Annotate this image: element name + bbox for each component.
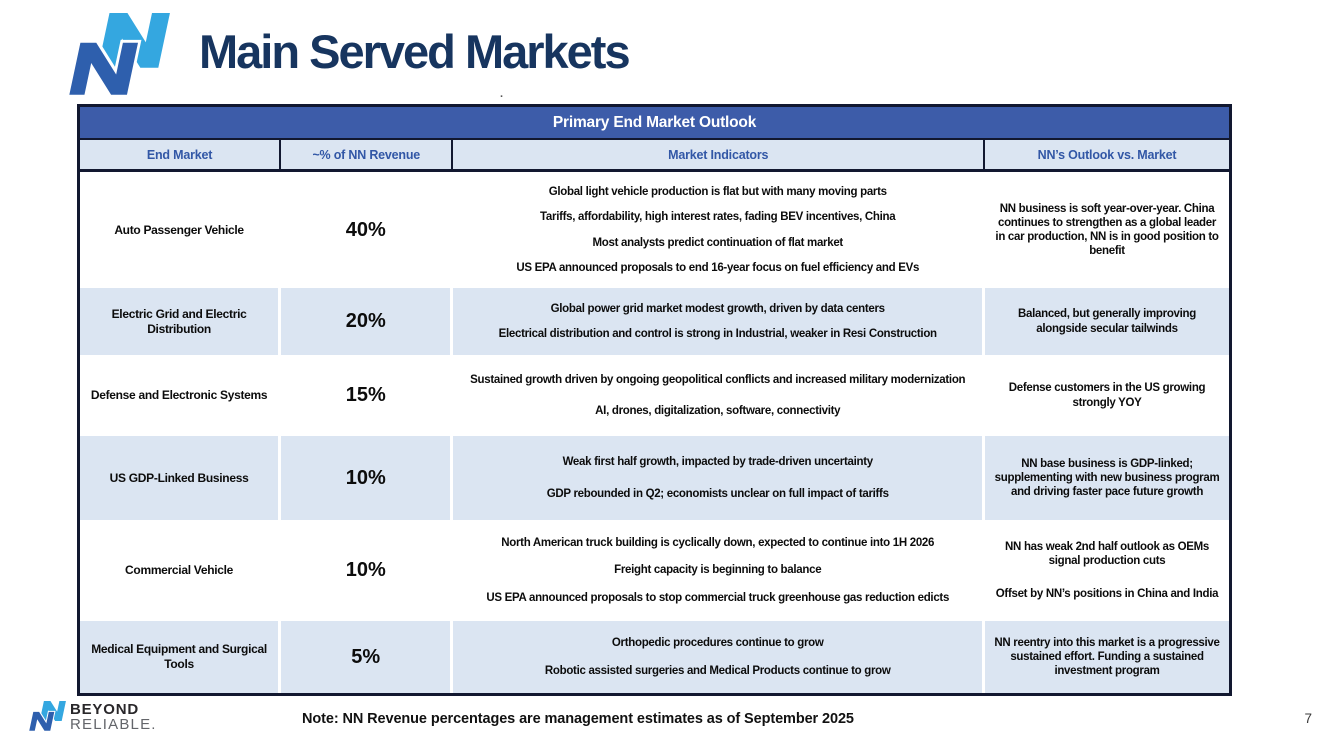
outlook-text: Balanced, but generally improving alongs… bbox=[1018, 308, 1196, 335]
outlook-text: Defense customers in the US growing stro… bbox=[1008, 382, 1206, 409]
footnote: Note: NN Revenue percentages are managem… bbox=[302, 711, 854, 727]
revenue-cell: 20% bbox=[281, 288, 454, 355]
outlook-text: NN reentry into this market is a progres… bbox=[994, 636, 1220, 677]
revenue-cell: 40% bbox=[281, 172, 454, 288]
indicator-line: Robotic assisted surgeries and Medical P… bbox=[544, 664, 891, 677]
end-market-cell: Electric Grid and Electric Distribution bbox=[80, 288, 282, 355]
table-row: Electric Grid and Electric Distribution … bbox=[80, 288, 1229, 355]
stray-dot: . bbox=[500, 88, 504, 100]
table-title: Primary End Market Outlook bbox=[552, 113, 757, 131]
outlook-text: Offset by NN’s positions in China and In… bbox=[995, 587, 1219, 600]
outlook-cell: Balanced, but generally improving alongs… bbox=[985, 288, 1229, 355]
nn-company-logo-icon bbox=[66, 13, 170, 98]
indicator-line: North American truck building is cyclica… bbox=[501, 536, 935, 549]
indicator-line: Orthopedic procedures continue to grow bbox=[611, 637, 824, 650]
table-row: Medical Equipment and Surgical Tools 5% … bbox=[80, 621, 1229, 693]
table-title-band: Primary End Market Outlook bbox=[80, 107, 1229, 140]
table-row: Defense and Electronic Systems 15% Susta… bbox=[80, 355, 1229, 436]
column-header-outlook: NN’s Outlook vs. Market bbox=[1037, 147, 1177, 162]
end-market-cell: Auto Passenger Vehicle bbox=[80, 172, 282, 288]
market-indicators-cell: Sustained growth driven by ongoing geopo… bbox=[453, 355, 986, 436]
column-header-revenue: ~% of NN Revenue bbox=[281, 140, 454, 169]
column-header-end-market: End Market bbox=[80, 140, 282, 169]
indicator-line: Global light vehicle production is flat … bbox=[548, 186, 887, 199]
indicator-line: AI, drones, digitalization, software, co… bbox=[595, 404, 841, 417]
indicator-line: Global power grid market modest growth, … bbox=[550, 302, 885, 315]
revenue-cell: 10% bbox=[281, 436, 454, 520]
market-indicators-cell: North American truck building is cyclica… bbox=[453, 520, 986, 621]
indicator-line: US EPA announced proposals to end 16-yea… bbox=[516, 261, 920, 274]
footer-brand: BEYOND RELIABLE. bbox=[28, 701, 157, 732]
outlook-text: NN business is soft year-over-year. Chin… bbox=[995, 202, 1219, 258]
indicator-line: Most analysts predict continuation of fl… bbox=[592, 236, 843, 249]
outlook-cell: NN base business is GDP-linked; suppleme… bbox=[985, 436, 1229, 520]
indicator-line: Tariffs, affordability, high interest ra… bbox=[540, 211, 896, 224]
outlook-cell: NN business is soft year-over-year. Chin… bbox=[985, 172, 1229, 288]
market-indicators-cell: Global power grid market modest growth, … bbox=[453, 288, 986, 355]
end-market-cell: Commercial Vehicle bbox=[80, 520, 282, 621]
end-market-cell: US GDP-Linked Business bbox=[80, 436, 282, 520]
indicator-line: GDP rebounded in Q2; economists unclear … bbox=[546, 487, 889, 500]
outlook-cell: Defense customers in the US growing stro… bbox=[985, 355, 1229, 436]
page-title: Main Served Markets bbox=[199, 25, 631, 78]
table-column-headers: End Market ~% of NN Revenue Market Indic… bbox=[80, 140, 1229, 172]
table-row: Auto Passenger Vehicle 40% Global light … bbox=[80, 172, 1229, 288]
end-market-cell: Defense and Electronic Systems bbox=[80, 355, 282, 436]
column-header-market-indicators: Market Indicators bbox=[453, 140, 986, 169]
table-row: US GDP-Linked Business 10% Weak first ha… bbox=[80, 436, 1229, 520]
footer-brand-text: BEYOND RELIABLE. bbox=[70, 702, 157, 732]
revenue-cell: 15% bbox=[281, 355, 454, 436]
primary-end-market-outlook-table: Primary End Market Outlook End Market ~%… bbox=[77, 104, 1232, 696]
outlook-cell: NN reentry into this market is a progres… bbox=[985, 621, 1229, 693]
footer-brand-line2: RELIABLE. bbox=[70, 715, 157, 733]
page-number: 7 bbox=[1304, 711, 1312, 726]
outlook-text: NN base business is GDP-linked; suppleme… bbox=[994, 457, 1220, 498]
indicator-line: Electrical distribution and control is s… bbox=[498, 328, 937, 341]
market-indicators-cell: Global light vehicle production is flat … bbox=[453, 172, 986, 288]
market-indicators-cell: Weak first half growth, impacted by trad… bbox=[453, 436, 986, 520]
table-row: Commercial Vehicle 10% North American tr… bbox=[80, 520, 1229, 621]
nn-footer-logo-icon bbox=[28, 701, 66, 732]
indicator-line: US EPA announced proposals to stop comme… bbox=[486, 592, 950, 605]
end-market-cell: Medical Equipment and Surgical Tools bbox=[80, 621, 282, 693]
indicator-line: Sustained growth driven by ongoing geopo… bbox=[470, 374, 966, 387]
outlook-text: NN has weak 2nd half outlook as OEMs sig… bbox=[1005, 541, 1209, 568]
outlook-cell: NN has weak 2nd half outlook as OEMs sig… bbox=[985, 520, 1229, 621]
revenue-cell: 5% bbox=[281, 621, 454, 693]
indicator-line: Freight capacity is beginning to balance bbox=[614, 564, 822, 577]
revenue-cell: 10% bbox=[281, 520, 454, 621]
indicator-line: Weak first half growth, impacted by trad… bbox=[562, 456, 874, 469]
market-indicators-cell: Orthopedic procedures continue to grow R… bbox=[453, 621, 986, 693]
footer-brand-line1: BEYOND bbox=[70, 700, 139, 718]
